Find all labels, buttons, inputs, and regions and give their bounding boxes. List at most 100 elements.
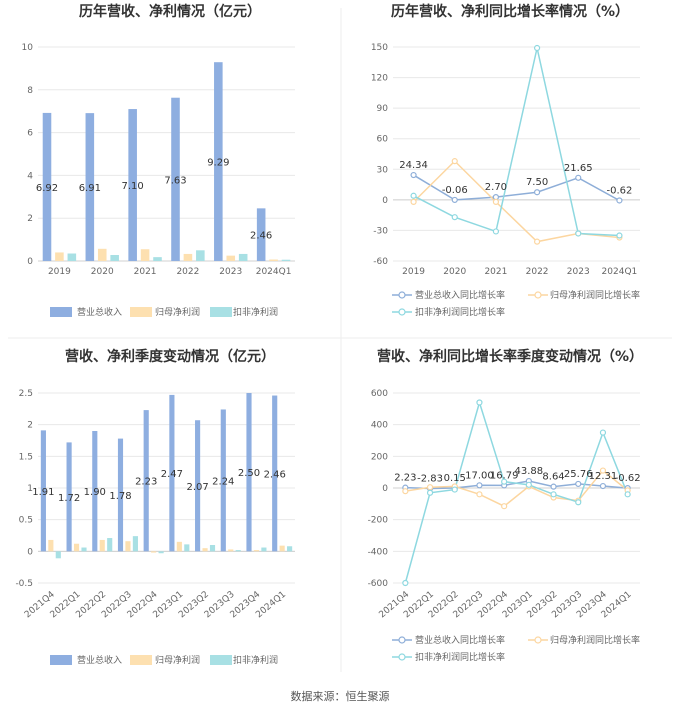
legend-label: 归母净利润 — [155, 654, 200, 666]
series-line — [413, 47, 620, 237]
legend-swatch — [50, 307, 72, 317]
line-data-label: 2.23 — [394, 473, 416, 484]
bar — [85, 113, 95, 261]
y-tick-label: 10 — [22, 43, 34, 53]
bar — [132, 536, 138, 552]
data-point — [426, 489, 434, 496]
annual-growth-rate-chart: 历年营收、净利同比增长率情况（%） -60 -30 0 30 60 90 120 150 2019… — [371, 3, 640, 318]
chart-title: 营收、净利同比增长率季度变动情况（%） — [377, 348, 643, 365]
bar-data-label: 2.50 — [238, 468, 260, 479]
data-point — [624, 491, 631, 498]
bar — [73, 543, 80, 552]
x-tick-label: 2024Q1 — [602, 267, 638, 277]
line-data-label: 24.34 — [399, 160, 428, 171]
legend-marker — [398, 308, 406, 316]
y-tick-label: 90 — [377, 104, 389, 114]
bar — [171, 97, 180, 261]
legend-marker — [398, 653, 406, 661]
bar — [195, 420, 201, 552]
y-tick-label: 60 — [377, 135, 389, 145]
bar — [42, 112, 52, 261]
legend-label: 营业总收入同比增长率 — [415, 289, 505, 301]
bar — [196, 250, 205, 261]
legend-swatch — [50, 655, 72, 665]
bar — [214, 62, 223, 261]
quarterly-revenue-profit-chart: 营收、净利季度变动情况（亿元）-0.500.511.522.52021Q4202… — [15, 348, 295, 666]
bar — [107, 538, 113, 552]
y-tick-label: 8 — [27, 86, 33, 96]
bar-data-label: 1.78 — [109, 491, 131, 502]
chart-title: 历年营收、净利情况（亿元） — [79, 3, 261, 20]
legend-label: 营业总收入同比增长率 — [415, 634, 505, 646]
data-point — [575, 499, 582, 506]
line-data-label: 0.15 — [444, 473, 466, 484]
bar — [92, 431, 98, 552]
data-point — [402, 488, 409, 495]
bar-data-label: 7.63 — [164, 175, 186, 186]
y-tick-label: 200 — [371, 452, 388, 462]
data-point — [575, 230, 582, 237]
data-point — [476, 491, 483, 498]
legend-marker — [398, 291, 406, 299]
bar — [238, 253, 248, 261]
bar — [117, 438, 124, 552]
data-point — [575, 174, 582, 181]
x-tick-label: 2019 — [402, 267, 425, 277]
bar-data-label: 1.90 — [84, 487, 106, 498]
bar-data-label: 2.46 — [250, 231, 272, 242]
legend-marker — [534, 291, 542, 299]
legend-label: 扣非净利润同比增长率 — [415, 651, 505, 663]
legend-label: 营业总收入 — [77, 654, 122, 666]
series-line — [404, 399, 629, 584]
line-data-label: -2.83 — [417, 473, 443, 484]
bar-data-label: 7.10 — [122, 181, 144, 192]
y-tick-label: 400 — [371, 421, 388, 431]
data-point — [492, 198, 500, 205]
bar — [184, 544, 190, 552]
bar — [81, 547, 87, 552]
data-point — [599, 429, 607, 436]
legend-label: 营业总收入 — [77, 306, 122, 318]
bar-data-label: 1.91 — [32, 487, 54, 498]
legend-label: 归母净利润同比增长率 — [550, 289, 640, 301]
bar — [246, 393, 252, 552]
y-tick-label: 150 — [371, 43, 388, 53]
x-tick-label: 2024Q1 — [256, 267, 292, 277]
y-tick-label: -600 — [368, 579, 389, 589]
data-point — [451, 214, 458, 221]
chart-title: 营收、净利季度变动情况（亿元） — [65, 348, 275, 365]
data-point — [476, 482, 483, 489]
y-tick-label: -60 — [373, 257, 388, 267]
bar — [140, 249, 150, 261]
bar — [261, 547, 267, 552]
y-tick-label: -0.5 — [15, 579, 33, 589]
line-data-label: 25.76 — [564, 469, 593, 480]
bar — [125, 541, 131, 552]
bar-data-label: 2.46 — [264, 469, 286, 480]
bar — [281, 259, 291, 261]
legend-swatch — [130, 655, 152, 665]
bar-data-label: 2.07 — [186, 482, 208, 493]
data-point — [616, 197, 623, 204]
legend-swatch — [130, 307, 152, 317]
y-tick-label: 6 — [27, 129, 33, 139]
data-point — [410, 171, 417, 179]
bar-data-label: 2.23 — [135, 477, 157, 488]
y-tick-label: 2.5 — [19, 389, 33, 399]
bar-data-label: 2.47 — [161, 469, 183, 480]
data-point — [616, 232, 623, 239]
bar — [128, 109, 137, 261]
data-point — [426, 484, 434, 491]
bar — [183, 253, 193, 261]
chart-title: 历年营收、净利同比增长率情况（%） — [391, 3, 629, 20]
line-data-label: 7.50 — [526, 177, 548, 188]
legend-label: 扣非净利润 — [233, 306, 278, 318]
y-tick-label: 0 — [382, 196, 388, 206]
x-tick-label: 2020 — [91, 267, 114, 277]
legend-swatch — [210, 655, 232, 665]
data-point — [451, 196, 458, 204]
data-point — [501, 503, 508, 510]
bar — [228, 549, 234, 552]
x-tick-label: 2023 — [219, 267, 242, 277]
